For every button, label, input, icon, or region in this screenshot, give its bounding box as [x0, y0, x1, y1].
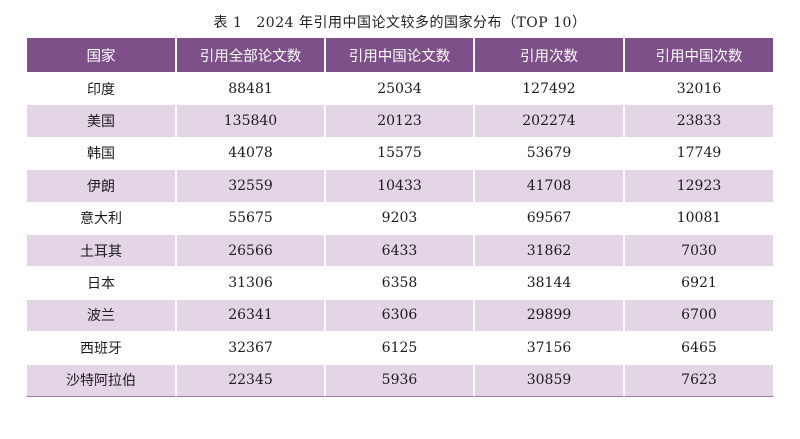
citations-cell: 31862	[474, 233, 624, 267]
country-cell: 波兰	[26, 298, 176, 332]
table-row: 美国 135840 20123 202274 23833	[26, 104, 774, 137]
caption-label: 表 1	[213, 15, 243, 31]
table-row: 日本 31306 6358 38144 6921	[26, 266, 774, 299]
header-citation-count: 引用次数	[474, 38, 624, 72]
china-papers-cell: 5936	[325, 363, 474, 397]
citations-cell: 202274	[474, 104, 624, 137]
table-row: 土耳其 26566 6433 31862 7030	[26, 233, 774, 267]
table-row: 沙特阿拉伯 22345 5936 30859 7623	[26, 363, 774, 397]
table-row: 意大利 55675 9203 69567 10081	[26, 201, 774, 234]
country-cell: 美国	[26, 104, 176, 137]
header-total-papers-citing: 引用全部论文数	[176, 38, 325, 72]
china-citations-cell: 6700	[624, 298, 774, 332]
country-cell: 日本	[26, 266, 176, 299]
china-papers-cell: 25034	[325, 72, 474, 105]
total-papers-cell: 135840	[176, 104, 325, 137]
header-country: 国家	[26, 38, 176, 72]
citations-cell: 29899	[474, 298, 624, 332]
china-citations-cell: 17749	[624, 136, 774, 170]
total-papers-cell: 44078	[176, 136, 325, 170]
china-papers-cell: 9203	[325, 201, 474, 234]
citations-cell: 127492	[474, 72, 624, 105]
table-row: 西班牙 32367 6125 37156 6465	[26, 331, 774, 364]
china-citations-cell: 23833	[624, 104, 774, 137]
china-citations-cell: 12923	[624, 169, 774, 202]
china-papers-cell: 10433	[325, 169, 474, 202]
header-china-papers-cited: 引用中国论文数	[325, 38, 474, 72]
citation-table: 国家 引用全部论文数 引用中国论文数 引用次数 引用中国次数 印度 88481 …	[26, 38, 774, 397]
table-row: 波兰 26341 6306 29899 6700	[26, 298, 774, 332]
header-china-citation-count: 引用中国次数	[624, 38, 774, 72]
table-caption: 表 1 2024 年引用中国论文较多的国家分布（TOP 10）	[0, 12, 800, 32]
citations-cell: 69567	[474, 201, 624, 234]
country-cell: 土耳其	[26, 233, 176, 267]
citations-cell: 37156	[474, 331, 624, 364]
total-papers-cell: 22345	[176, 363, 325, 397]
country-cell: 西班牙	[26, 331, 176, 364]
citations-cell: 38144	[474, 266, 624, 299]
caption-title: 2024 年引用中国论文较多的国家分布（TOP 10）	[256, 15, 587, 31]
total-papers-cell: 31306	[176, 266, 325, 299]
china-citations-cell: 6921	[624, 266, 774, 299]
total-papers-cell: 26566	[176, 233, 325, 267]
china-citations-cell: 32016	[624, 72, 774, 105]
country-cell: 意大利	[26, 201, 176, 234]
china-papers-cell: 6358	[325, 266, 474, 299]
country-cell: 伊朗	[26, 169, 176, 202]
table-row: 韩国 44078 15575 53679 17749	[26, 136, 774, 170]
china-citations-cell: 7623	[624, 363, 774, 397]
citations-cell: 30859	[474, 363, 624, 397]
country-cell: 沙特阿拉伯	[26, 363, 176, 397]
total-papers-cell: 55675	[176, 201, 325, 234]
china-papers-cell: 15575	[325, 136, 474, 170]
china-citations-cell: 6465	[624, 331, 774, 364]
table-row: 印度 88481 25034 127492 32016	[26, 72, 774, 105]
citations-cell: 53679	[474, 136, 624, 170]
china-papers-cell: 20123	[325, 104, 474, 137]
table-row: 伊朗 32559 10433 41708 12923	[26, 169, 774, 202]
china-citations-cell: 10081	[624, 201, 774, 234]
china-citations-cell: 7030	[624, 233, 774, 267]
table-header-row: 国家 引用全部论文数 引用中国论文数 引用次数 引用中国次数	[26, 38, 774, 72]
china-papers-cell: 6306	[325, 298, 474, 332]
country-cell: 韩国	[26, 136, 176, 170]
china-papers-cell: 6125	[325, 331, 474, 364]
china-papers-cell: 6433	[325, 233, 474, 267]
total-papers-cell: 26341	[176, 298, 325, 332]
total-papers-cell: 88481	[176, 72, 325, 105]
total-papers-cell: 32367	[176, 331, 325, 364]
citations-cell: 41708	[474, 169, 624, 202]
total-papers-cell: 32559	[176, 169, 325, 202]
country-cell: 印度	[26, 72, 176, 105]
